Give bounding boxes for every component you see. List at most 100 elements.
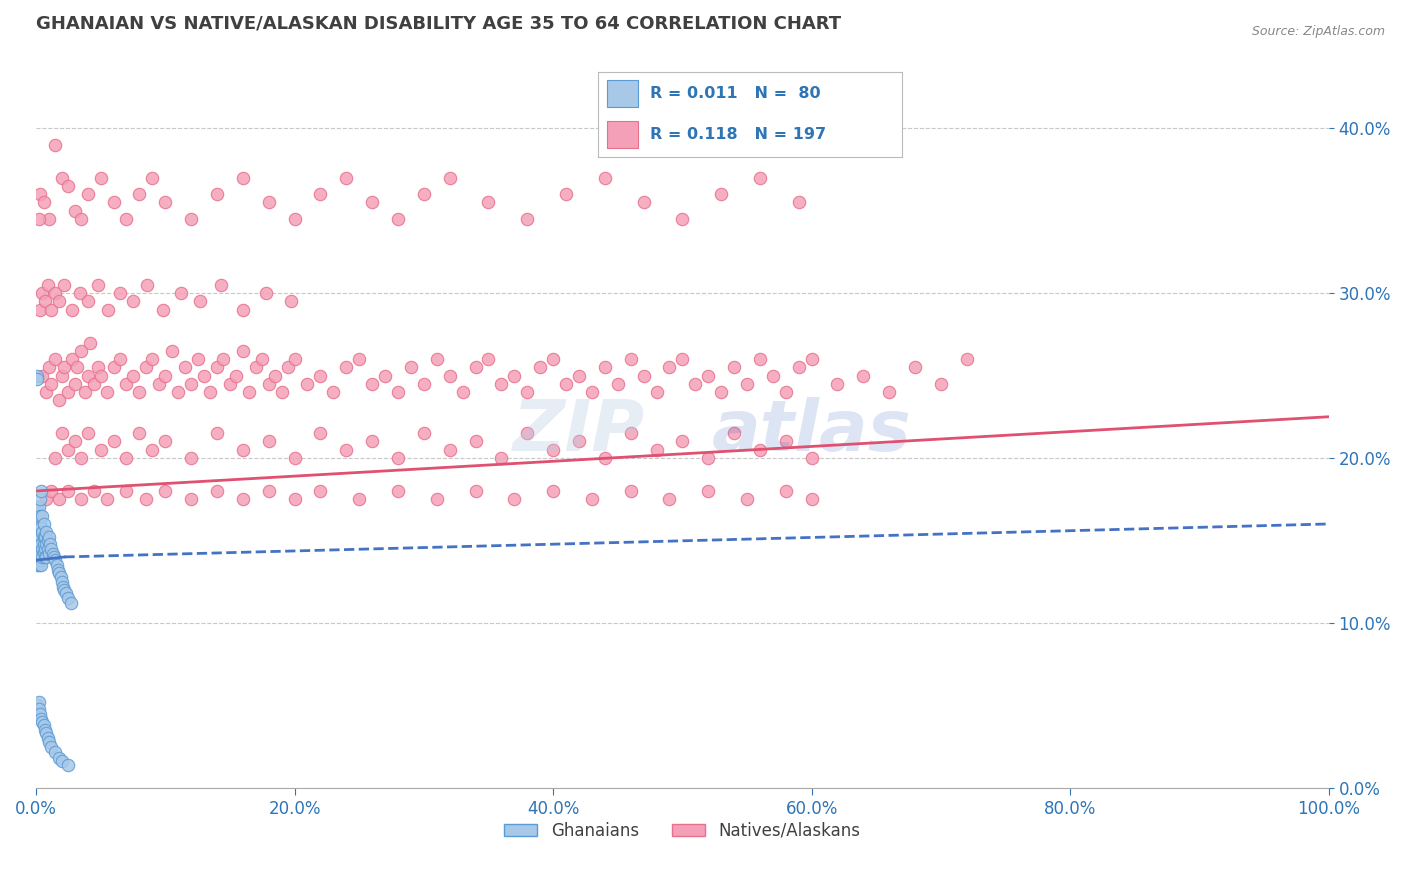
Point <box>529 360 551 375</box>
Point <box>38 211 60 226</box>
Point <box>180 492 202 507</box>
Point <box>25 372 48 386</box>
Point <box>723 426 745 441</box>
Point <box>58 757 80 772</box>
Point <box>645 442 668 457</box>
Point <box>516 211 538 226</box>
Point <box>63 376 86 391</box>
Point <box>748 170 770 185</box>
Point <box>141 442 163 457</box>
Point <box>374 368 396 383</box>
Point <box>35 492 58 507</box>
Point <box>748 442 770 457</box>
Point <box>128 187 150 202</box>
Point <box>63 434 86 449</box>
Point <box>27 558 49 573</box>
Point <box>297 376 319 391</box>
Point <box>283 492 305 507</box>
Point <box>748 351 770 366</box>
Point <box>710 384 733 399</box>
Point <box>212 351 235 366</box>
Point <box>671 351 693 366</box>
Point <box>568 368 591 383</box>
Point <box>205 187 228 202</box>
Point <box>30 558 52 573</box>
Point <box>439 442 461 457</box>
Point <box>593 450 616 465</box>
Point <box>775 384 797 399</box>
Point <box>800 492 823 507</box>
Point <box>250 351 273 366</box>
Point <box>283 351 305 366</box>
Point <box>186 351 208 366</box>
Point <box>63 203 86 218</box>
Point <box>30 712 52 726</box>
Point <box>697 368 720 383</box>
Point <box>136 277 159 292</box>
Point <box>27 701 49 715</box>
Point <box>48 751 70 765</box>
Point <box>541 351 564 366</box>
Point <box>347 351 370 366</box>
Point <box>76 294 98 309</box>
Point <box>775 483 797 498</box>
Point <box>28 492 51 507</box>
Point <box>723 360 745 375</box>
Point <box>335 360 357 375</box>
Point <box>735 492 758 507</box>
Point <box>34 723 56 738</box>
Point <box>426 351 449 366</box>
Point <box>37 541 59 556</box>
Point <box>51 574 73 589</box>
Point <box>30 547 52 561</box>
Point <box>464 434 486 449</box>
Point <box>25 516 48 531</box>
Point <box>35 549 58 564</box>
Point <box>25 558 48 573</box>
Point <box>52 580 75 594</box>
Point <box>55 586 77 600</box>
Point <box>464 360 486 375</box>
Point <box>280 294 302 309</box>
Point <box>477 351 499 366</box>
Point <box>232 492 254 507</box>
Point <box>180 376 202 391</box>
Point <box>30 483 52 498</box>
Point <box>361 195 384 210</box>
Point <box>87 277 110 292</box>
Point <box>38 530 60 544</box>
Point <box>800 450 823 465</box>
Point <box>347 492 370 507</box>
Point <box>31 286 53 301</box>
Point <box>115 450 138 465</box>
Point <box>76 426 98 441</box>
Point <box>97 302 120 317</box>
Point <box>209 277 232 292</box>
Point <box>44 745 66 759</box>
Text: ZIP: ZIP <box>513 397 645 467</box>
Point <box>205 426 228 441</box>
Point <box>35 525 58 540</box>
Point <box>503 368 526 383</box>
Point <box>633 368 655 383</box>
Point <box>620 483 643 498</box>
Point <box>27 695 49 709</box>
Point <box>25 533 48 548</box>
Point <box>69 286 91 301</box>
Point <box>387 384 409 399</box>
Point <box>148 376 170 391</box>
Point <box>115 483 138 498</box>
Point <box>257 434 280 449</box>
Point <box>32 195 55 210</box>
Point <box>141 351 163 366</box>
Point <box>27 537 49 551</box>
Point <box>103 195 125 210</box>
Point <box>155 368 177 383</box>
Point <box>205 483 228 498</box>
Point <box>28 706 51 721</box>
Point <box>28 516 51 531</box>
Point <box>541 442 564 457</box>
Point <box>41 302 63 317</box>
Point <box>697 483 720 498</box>
Point <box>41 376 63 391</box>
